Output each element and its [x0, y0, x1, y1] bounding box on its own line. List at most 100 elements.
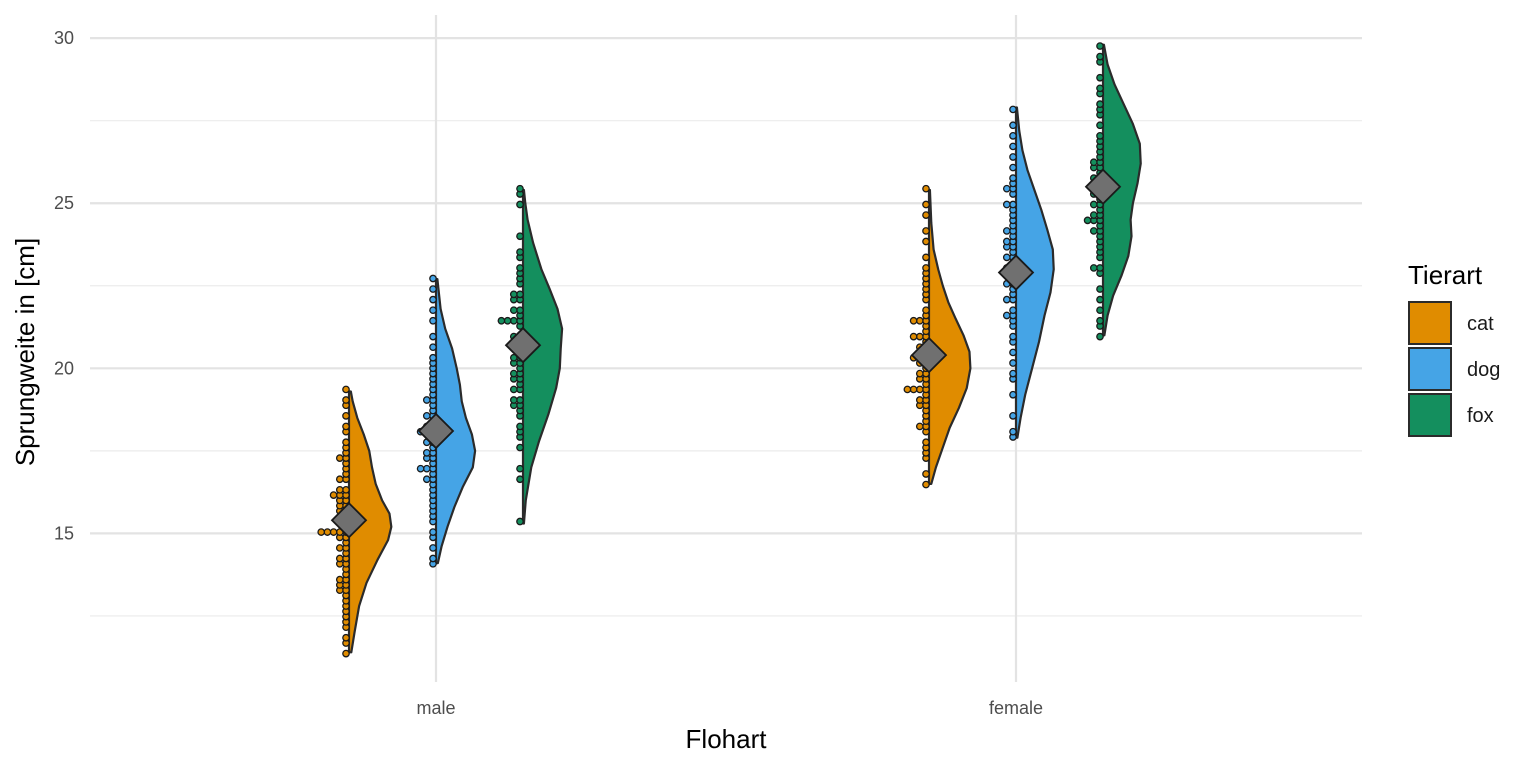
data-dot-dog — [1009, 142, 1017, 151]
data-dot-dog — [1009, 369, 1017, 378]
data-dot-cat — [922, 480, 930, 489]
y-tick-label: 30 — [54, 28, 74, 48]
half-violins — [347, 43, 1142, 654]
data-dot-cat — [915, 422, 924, 431]
data-dot-fox — [516, 464, 524, 473]
data-dot-fox — [516, 264, 524, 272]
data-dot-fox — [516, 290, 524, 299]
data-dot-fox — [509, 369, 518, 378]
y-tick-label: 25 — [54, 193, 74, 213]
x-axis-ticks: male female — [416, 698, 1043, 718]
data-dot-fox — [1096, 100, 1104, 109]
data-dot-fox — [1096, 121, 1104, 130]
data-dot-cat — [317, 528, 326, 536]
data-dot-fox — [516, 396, 524, 404]
data-dot-dog — [429, 544, 437, 552]
data-dot-cat — [335, 475, 344, 484]
data-dot-fox — [497, 316, 506, 325]
data-dot-cat — [922, 211, 930, 219]
legend-swatch-cat — [1408, 301, 1452, 345]
half-violin-fox-female — [1101, 43, 1142, 337]
data-dot-fox — [1096, 52, 1104, 61]
data-dot-fox — [1089, 227, 1098, 235]
data-dot-cat — [922, 253, 930, 262]
data-dot-dog — [429, 528, 437, 536]
data-dot-dog — [429, 332, 437, 341]
data-dot-dog — [1009, 174, 1017, 182]
data-dot-cat — [342, 412, 350, 420]
legend: Tierart cat dog fox — [1408, 260, 1500, 437]
data-dot-cat — [915, 332, 924, 341]
data-dot-fox — [1096, 285, 1104, 293]
data-dot-cat — [915, 316, 924, 325]
y-tick-label: 20 — [54, 358, 74, 378]
y-tick-label: 15 — [54, 523, 74, 543]
data-dot-cat — [329, 528, 338, 536]
data-dot-dog — [1009, 200, 1017, 209]
data-dot-cat — [342, 485, 350, 494]
data-dot-fox — [1089, 158, 1098, 167]
data-dot-dog — [429, 306, 437, 315]
data-dot-dog — [1009, 348, 1017, 357]
data-dot-fox — [1096, 132, 1104, 140]
data-dot-fox — [1096, 84, 1104, 93]
legend-label-dog: dog — [1467, 359, 1500, 381]
data-dot-cat — [335, 554, 344, 563]
half-violin-cat-female — [927, 188, 972, 485]
data-dot-cat — [915, 385, 924, 394]
data-dot-fox — [509, 290, 518, 299]
mean-markers — [330, 168, 1122, 539]
data-dot-cat — [909, 332, 918, 341]
data-dot-dog — [1002, 253, 1011, 262]
grid-lines — [90, 15, 1362, 682]
data-dot-dog — [1009, 390, 1017, 399]
data-dot-cat — [342, 396, 350, 404]
data-dot-fox — [516, 200, 524, 209]
data-dot-dog — [429, 274, 437, 283]
data-dot-cat — [903, 385, 912, 394]
data-dot-cat — [915, 396, 924, 404]
data-dot-fox — [1096, 332, 1104, 341]
legend-swatch-dog — [1408, 347, 1452, 391]
data-dot-dog — [1002, 200, 1011, 209]
data-dot-fox — [1096, 295, 1104, 304]
half-violin-dog-female — [1014, 106, 1055, 439]
data-dot-fox — [516, 184, 524, 193]
data-dot-cat — [342, 649, 350, 658]
data-dot-cat — [922, 438, 930, 447]
data-dot-dog — [1009, 105, 1017, 114]
data-dot-fox — [1089, 200, 1098, 209]
half-violin-cat-male — [347, 390, 393, 654]
data-dot-fox — [1096, 316, 1104, 325]
data-dot-dog — [1009, 306, 1017, 315]
data-dot-fox — [509, 385, 518, 394]
data-dot-fox — [503, 316, 512, 325]
legend-title: Tierart — [1408, 260, 1483, 290]
mean-marker-cat-male — [330, 501, 368, 539]
x-tick-label: male — [416, 698, 455, 718]
data-dot-fox — [509, 306, 518, 315]
data-dot-dog — [422, 475, 431, 484]
data-dot-dog — [1002, 184, 1011, 193]
half-violin-fox-male — [521, 188, 564, 525]
data-dot-fox — [509, 396, 518, 404]
mean-marker-fox-female — [1084, 168, 1122, 205]
data-dot-cat — [915, 369, 924, 378]
data-dot-dog — [429, 343, 437, 352]
data-dot-cat — [335, 544, 344, 552]
mean-marker-fox-male — [504, 326, 542, 364]
data-dot-dog — [1009, 359, 1017, 367]
data-dot-dog — [422, 412, 431, 420]
y-axis-title: Sprungweite in [cm] — [10, 238, 40, 466]
data-dot-fox — [1083, 216, 1092, 225]
data-dot-fox — [516, 248, 524, 256]
data-dot-fox — [1096, 306, 1104, 315]
data-dot-dog — [429, 316, 437, 325]
data-dot-cat — [922, 237, 930, 246]
y-axis-ticks: 15 20 25 30 — [54, 28, 74, 543]
data-dot-dog — [429, 285, 437, 293]
data-dot-dog — [1002, 237, 1011, 246]
data-dot-dog — [422, 448, 431, 457]
data-dot-cat — [922, 227, 930, 235]
